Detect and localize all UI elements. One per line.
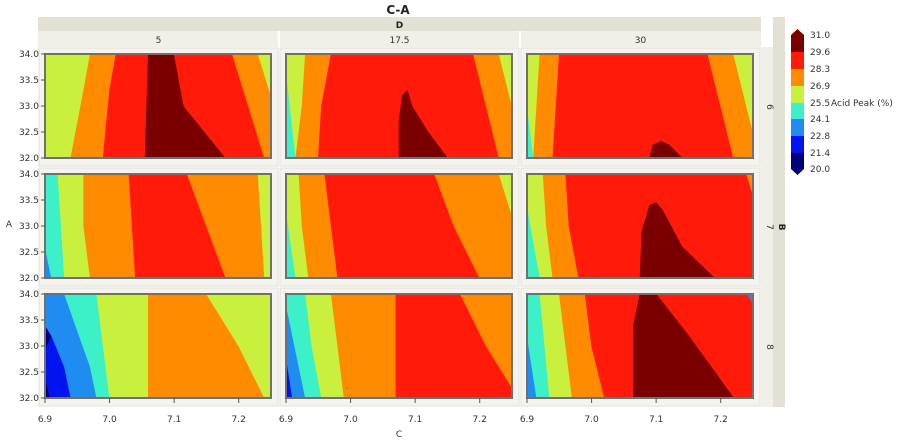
- y-tick-label: 33.5: [19, 316, 39, 326]
- panel-frame: [285, 53, 513, 159]
- facet-col-label: 30: [635, 36, 647, 46]
- y-tick-label: 32.5: [19, 128, 39, 138]
- legend-level-label: 21.4: [810, 149, 830, 159]
- legend-swatch: [791, 86, 804, 103]
- legend-level-label: 22.8: [810, 132, 830, 142]
- x-tick-label: 6.9: [38, 415, 53, 425]
- contour-band: [639, 202, 715, 279]
- legend-swatch: [791, 153, 804, 175]
- y-tick-label: 34.0: [19, 290, 39, 300]
- contour-band: [83, 173, 136, 279]
- x-axis-label: C: [396, 430, 402, 440]
- y-tick-label: 32.0: [19, 154, 39, 164]
- chart-title: C-A: [386, 3, 410, 17]
- facet-col-label: 5: [156, 36, 162, 46]
- y-tick-label: 33.0: [19, 102, 39, 112]
- legend-level-label: 28.3: [810, 65, 830, 75]
- facet-row-label: 6: [764, 104, 774, 110]
- facet-row-header-band: [773, 17, 785, 407]
- legend-level-label: 26.9: [810, 82, 830, 92]
- legend-swatch: [791, 29, 804, 52]
- legend-level-label: 24.1: [810, 115, 830, 125]
- facet-col-values-band: [38, 31, 761, 47]
- panel-frame: [526, 173, 754, 279]
- y-tick-label: 33.5: [19, 196, 39, 206]
- legend-swatch: [791, 69, 804, 86]
- contour-band: [552, 53, 734, 159]
- legend-title: Acid Peak (%): [831, 99, 893, 109]
- legend-swatch: [791, 136, 804, 153]
- y-tick-label: 33.0: [19, 342, 39, 352]
- facet-row-label: 7: [764, 224, 774, 230]
- y-tick-label: 33.0: [19, 222, 39, 232]
- panel-frame: [526, 53, 754, 159]
- y-tick-label: 32.5: [19, 368, 39, 378]
- facet-row-title: B: [776, 224, 786, 231]
- x-tick-label: 7.0: [343, 415, 358, 425]
- y-tick-label: 32.0: [19, 394, 39, 404]
- x-tick-label: 7.0: [584, 415, 599, 425]
- x-tick-label: 7.2: [714, 415, 728, 425]
- x-tick-label: 7.1: [408, 415, 422, 425]
- x-tick-label: 6.9: [520, 415, 535, 425]
- y-tick-label: 32.5: [19, 248, 39, 258]
- facet-row-values-band: [761, 47, 773, 407]
- facet-col-header-band: [38, 17, 761, 31]
- y-tick-label: 34.0: [19, 50, 39, 60]
- panel-frame: [526, 293, 754, 399]
- x-tick-label: 7.1: [649, 415, 663, 425]
- facet-col-title: D: [396, 21, 403, 31]
- y-tick-label: 32.0: [19, 274, 39, 284]
- y-axis-label: A: [6, 220, 13, 230]
- x-tick-label: 7.1: [167, 415, 181, 425]
- panel-frame: [285, 293, 513, 399]
- contour-band: [398, 90, 448, 159]
- legend-swatch: [791, 103, 804, 119]
- facet-col-label: 17.5: [389, 36, 409, 46]
- x-tick-label: 6.9: [279, 415, 294, 425]
- legend-level-label: 29.6: [810, 48, 830, 58]
- panel-frame: [285, 173, 513, 279]
- x-tick-label: 7.0: [102, 415, 117, 425]
- legend-swatch: [791, 119, 804, 136]
- x-tick-label: 7.2: [232, 415, 246, 425]
- legend-level-label: 20.0: [810, 165, 830, 175]
- facet-row-label: 8: [764, 344, 774, 350]
- legend-swatch: [791, 52, 804, 69]
- y-tick-label: 33.5: [19, 76, 39, 86]
- x-tick-label: 7.2: [473, 415, 487, 425]
- legend-level-label: 31.0: [810, 31, 830, 41]
- legend-level-label: 25.5: [810, 99, 830, 109]
- y-tick-label: 34.0: [19, 170, 39, 180]
